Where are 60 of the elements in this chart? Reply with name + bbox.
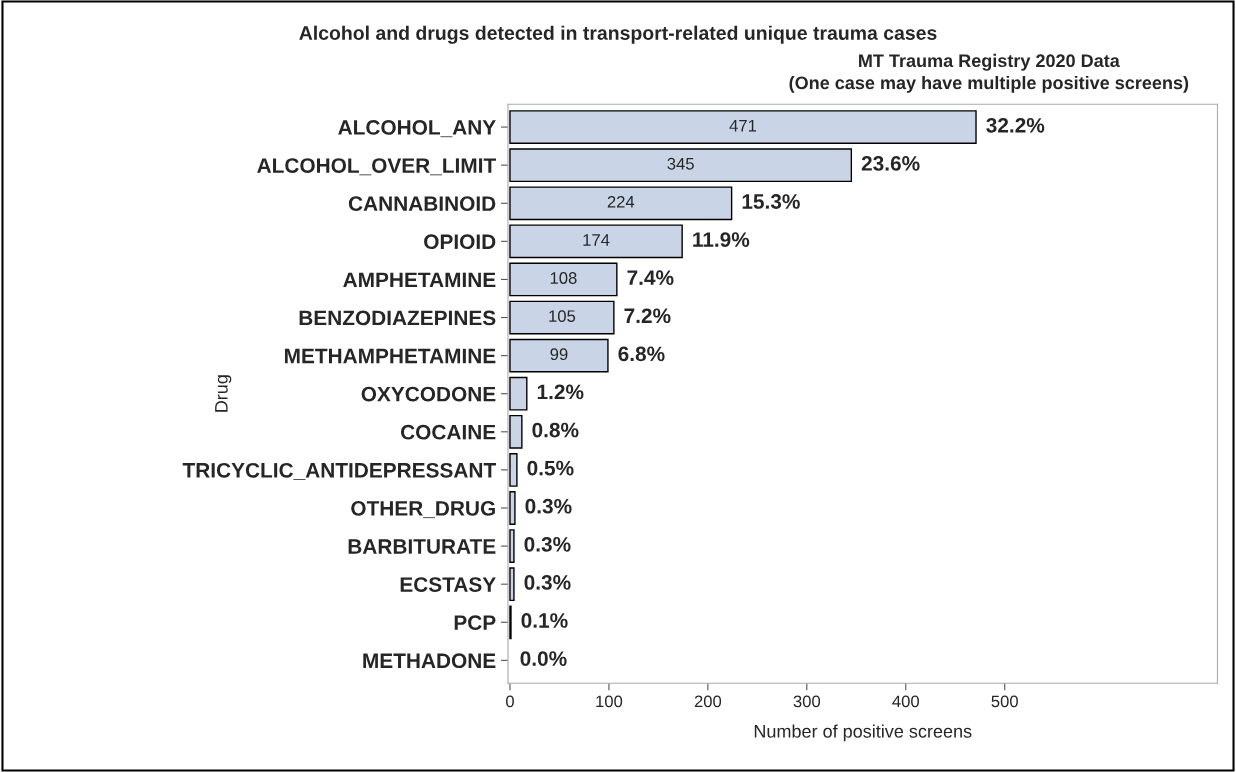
y-tick-label: OXYCODONE xyxy=(361,386,496,402)
data-label: 108 xyxy=(550,272,577,284)
x-tick-label: 200 xyxy=(694,695,722,708)
annotation: 0.5% xyxy=(527,460,574,476)
annotation: 0.1% xyxy=(521,613,568,628)
x-tick-label: 100 xyxy=(596,695,623,708)
chart-title: Alcohol and drugs detected in transport-related unique trauma cases xyxy=(299,25,937,44)
y-tick-label: TRICYCLIC_ANTIDEPRESSANT xyxy=(182,462,496,480)
y-tick-label: ALCOHOL_OVER_LIMIT xyxy=(257,158,496,176)
data-label: 105 xyxy=(549,310,576,323)
bar xyxy=(509,186,733,221)
annotation: 0.3% xyxy=(524,575,571,590)
y-tick-label: ECSTASY xyxy=(400,577,496,592)
data-label: 471 xyxy=(729,119,757,132)
annotation: 0.0% xyxy=(520,651,567,666)
bar xyxy=(509,262,618,297)
y-tick-label: BENZODIAZEPINES xyxy=(299,310,496,326)
annotation: 11.9% xyxy=(693,232,750,247)
chart-subtitle: MT Trauma Registry 2020 Data (One case may have multiple positive screens) xyxy=(789,53,1189,93)
y-tick-label: METHADONE xyxy=(363,653,496,669)
bar xyxy=(509,376,528,411)
bar xyxy=(509,567,515,602)
annotation: 32.2% xyxy=(986,117,1045,133)
bar xyxy=(509,529,515,563)
bar xyxy=(509,338,609,373)
y-tick-label: PCP xyxy=(454,615,496,631)
annotation: 6.8% xyxy=(618,346,665,362)
bar xyxy=(509,224,683,259)
bar xyxy=(509,300,615,335)
y-tick-label: BARBITURATE xyxy=(348,539,496,554)
y-tick-label: ALCOHOL_ANY xyxy=(338,120,496,138)
x-axis-title: Number of positive screens xyxy=(754,724,972,742)
annotation: 15.3% xyxy=(742,194,800,209)
annotation: 7.2% xyxy=(624,308,671,324)
bar xyxy=(509,453,518,487)
y-tick-label: OPIOID xyxy=(424,234,496,250)
annotation: 23.6% xyxy=(861,156,920,171)
x-tick-label: 0 xyxy=(505,695,514,708)
data-label: 345 xyxy=(667,157,694,170)
data-label: 224 xyxy=(607,195,635,208)
y-tick-label: CANNABINOID xyxy=(348,196,496,212)
bar xyxy=(509,491,516,525)
bar xyxy=(509,414,523,449)
data-label: 174 xyxy=(583,234,610,246)
y-tick-label: OTHER_DRUG xyxy=(351,501,495,519)
y-axis-title: Drug xyxy=(215,375,232,412)
annotation: 0.8% xyxy=(532,422,579,438)
x-tick-label: 500 xyxy=(991,695,1018,708)
y-tick-label: COCAINE xyxy=(400,424,496,440)
annotation: 0.3% xyxy=(524,536,571,552)
data-label: 99 xyxy=(550,348,568,361)
x-tick-label: 400 xyxy=(892,695,920,708)
y-tick-label: AMPHETAMINE xyxy=(343,272,496,287)
annotation: 1.2% xyxy=(537,384,584,400)
y-tick-label: METHAMPHETAMINE xyxy=(285,348,496,364)
annotation: 0.3% xyxy=(525,498,572,514)
bar xyxy=(509,110,977,144)
x-tick-label: 300 xyxy=(793,695,821,708)
annotation: 7.4% xyxy=(627,270,674,285)
bar xyxy=(509,148,853,183)
